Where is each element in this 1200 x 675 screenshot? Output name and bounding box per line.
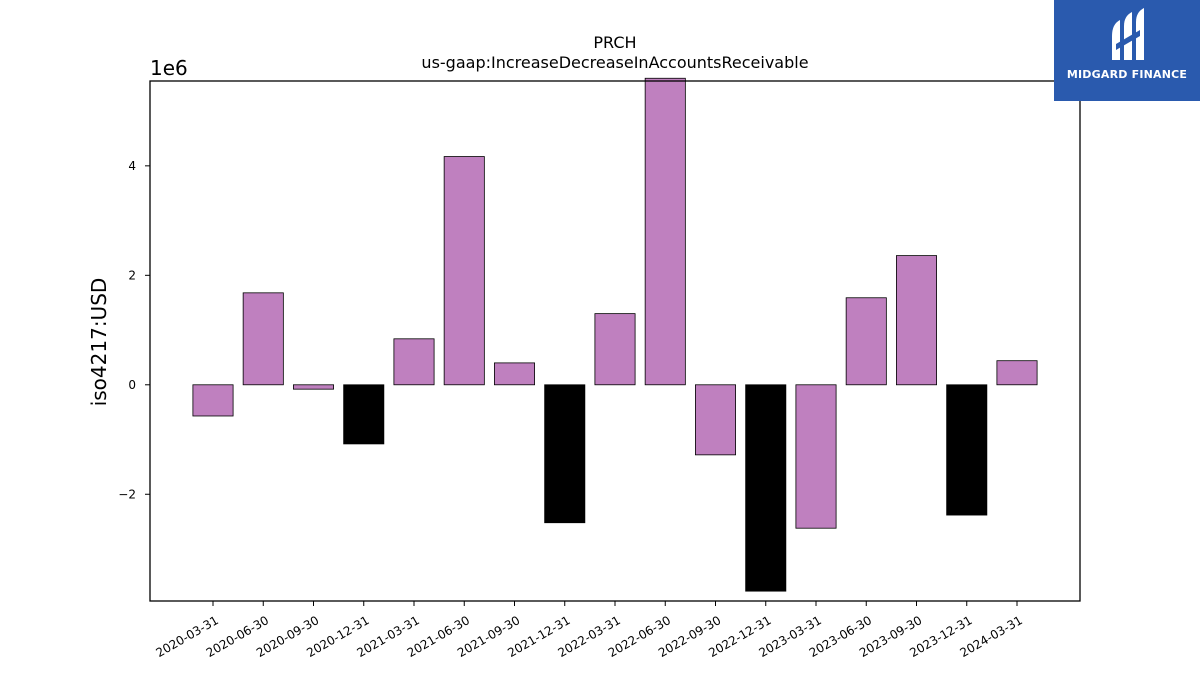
y-tick-label: 4: [128, 159, 136, 173]
chart-subtitle: us-gaap:IncreaseDecreaseInAccountsReceiv…: [421, 53, 808, 72]
y-ticks-group: −2 0 2 4: [118, 159, 150, 501]
bar-2022-03-31: [594, 313, 636, 386]
x-ticks-group: 2020-03-312020-06-302020-09-302020-12-31…: [153, 601, 1025, 660]
bar-2020-12-31: [343, 384, 385, 445]
bar-2023-12-31: [946, 384, 988, 516]
bar-2023-09-30: [896, 255, 938, 386]
midgard-finance-logo: MIDGARD FINANCE: [1054, 0, 1200, 101]
bar-2023-06-30: [845, 297, 887, 386]
bar-2023-03-31: [795, 384, 837, 529]
bar-2020-06-30: [242, 292, 284, 386]
y-offset-label: 1e6: [150, 56, 188, 80]
y-tick-label: −2: [118, 487, 136, 501]
y-tick-label: 2: [128, 268, 136, 282]
bar-2022-09-30: [695, 384, 737, 456]
plot-frame: [149, 80, 1081, 602]
bar-2021-03-31: [393, 338, 435, 386]
bar-2020-09-30: [292, 384, 334, 390]
bar-2021-09-30: [493, 362, 535, 386]
bar-2021-12-31: [544, 384, 586, 524]
bar-2021-06-30: [443, 156, 485, 386]
bar-2022-06-30: [644, 77, 686, 386]
chart-title: PRCH: [593, 33, 636, 52]
y-axis-label: iso4217:USD: [87, 278, 111, 407]
y-tick-label: 0: [128, 378, 136, 392]
bar-2024-03-31: [996, 360, 1038, 386]
midgard-logo-icon: [1112, 8, 1144, 60]
logo-text: MIDGARD FINANCE: [1066, 68, 1188, 81]
bar-2020-03-31: [192, 384, 234, 417]
bar-2022-12-31: [745, 384, 787, 592]
bars-group: [192, 77, 1038, 592]
